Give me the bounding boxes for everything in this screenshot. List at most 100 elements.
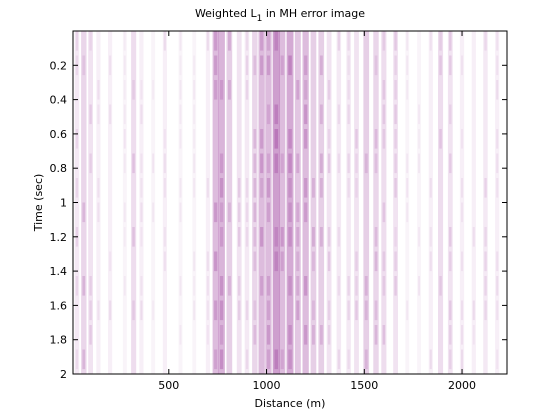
trace-band-texture <box>496 276 499 296</box>
trace-band-texture <box>429 227 432 247</box>
trace-band-texture <box>266 276 271 296</box>
trace-band-texture <box>132 80 135 100</box>
trace-band <box>236 31 242 374</box>
trace-band-texture <box>132 153 135 174</box>
trace-band-texture <box>394 276 397 296</box>
trace-band-texture <box>245 227 249 247</box>
y-tick-label: 1 <box>60 197 67 210</box>
trace-band-texture <box>337 31 340 51</box>
trace-band-texture <box>206 31 209 51</box>
trace-band <box>438 31 444 374</box>
trace-band-texture <box>472 227 475 247</box>
trace-band-texture <box>97 104 100 125</box>
trace-band-texture <box>123 129 126 149</box>
trace-band-texture <box>179 178 182 198</box>
trace-band-texture <box>206 325 209 345</box>
trace-band-texture <box>347 178 350 198</box>
trace-band-texture <box>382 129 386 149</box>
trace-band-texture <box>288 153 292 174</box>
trace-band-texture <box>193 55 196 76</box>
trace-band-texture <box>123 153 126 174</box>
trace-band-texture <box>304 129 308 149</box>
trace-band-texture <box>89 153 92 174</box>
trace-band-texture <box>266 202 271 223</box>
trace-band <box>381 31 387 374</box>
trace-band-texture <box>152 153 155 174</box>
trace-band-texture <box>496 300 499 321</box>
trace-band <box>96 31 101 374</box>
trace-band-texture <box>461 55 464 76</box>
trace-band-texture <box>274 251 279 272</box>
trace-band-texture <box>364 276 368 296</box>
trace-band-texture <box>496 178 499 198</box>
trace-band-texture <box>496 80 499 100</box>
trace-band-texture <box>280 251 284 272</box>
trace-band-texture <box>245 55 249 76</box>
trace-band <box>294 31 301 374</box>
trace-band-texture <box>140 227 143 247</box>
trace-band-texture <box>228 276 231 296</box>
trace-band-texture <box>219 349 224 370</box>
trace-band-texture <box>219 202 224 223</box>
trace-band-texture <box>97 80 100 100</box>
trace-band-texture <box>266 153 271 174</box>
trace-band-texture <box>238 202 241 223</box>
trace-band-texture <box>193 178 196 198</box>
trace-band-texture <box>472 300 475 321</box>
trace-band-texture <box>312 178 315 198</box>
trace-band-texture <box>312 325 315 345</box>
trace-band-texture <box>75 276 79 296</box>
trace-band-texture <box>238 227 241 247</box>
trace-band-texture <box>374 227 378 247</box>
trace-band <box>286 31 294 374</box>
trace-band-texture <box>347 276 350 296</box>
trace-band <box>363 31 370 374</box>
trace-band-texture <box>418 227 420 247</box>
trace-band-texture <box>260 276 264 296</box>
trace-band <box>265 31 272 374</box>
trace-band <box>373 31 379 374</box>
x-tick-label: 1000 <box>253 379 281 392</box>
trace-band-texture <box>394 55 397 76</box>
trace-band-texture <box>449 349 452 370</box>
trace-band-texture <box>163 227 166 247</box>
trace-band-texture <box>163 251 166 272</box>
trace-band-texture <box>89 276 92 296</box>
trace-band-texture <box>382 276 386 296</box>
trace-band-texture <box>449 325 452 345</box>
trace-band-texture <box>253 325 257 345</box>
trace-band-texture <box>355 300 358 321</box>
trace-band-texture <box>312 251 315 272</box>
trace-band-texture <box>355 153 358 174</box>
trace-band <box>346 31 351 374</box>
trace-band-texture <box>327 153 331 174</box>
chart-title-suffix: in MH error image <box>262 7 365 20</box>
trace-band-texture <box>439 31 442 51</box>
trace-band-texture <box>179 31 182 51</box>
trace-band-texture <box>253 251 257 272</box>
trace-band-texture <box>179 80 182 100</box>
trace-band-texture <box>152 80 155 100</box>
trace-band-texture <box>238 178 241 198</box>
trace-band-texture <box>327 80 331 100</box>
x-axis-ticks: 500 1000 1500 2000 <box>158 31 476 392</box>
trace-band-texture <box>132 227 135 247</box>
trace-band-texture <box>304 276 308 296</box>
trace-band <box>131 31 137 374</box>
trace-band-texture <box>193 104 196 125</box>
trace-band-texture <box>406 202 409 223</box>
trace-band-texture <box>394 104 397 125</box>
trace-band-texture <box>214 31 218 51</box>
trace-band-texture <box>439 55 442 76</box>
trace-band-texture <box>461 202 464 223</box>
trace-band <box>139 31 144 374</box>
trace-band-texture <box>355 178 358 198</box>
trace-band-texture <box>461 325 464 345</box>
trace-band-texture <box>75 178 79 198</box>
trace-band-texture <box>496 31 499 51</box>
trace-band-texture <box>418 129 420 149</box>
trace-band-texture <box>89 31 92 51</box>
trace-band-texture <box>206 178 209 198</box>
trace-band-texture <box>238 276 241 296</box>
trace-band <box>108 31 113 374</box>
